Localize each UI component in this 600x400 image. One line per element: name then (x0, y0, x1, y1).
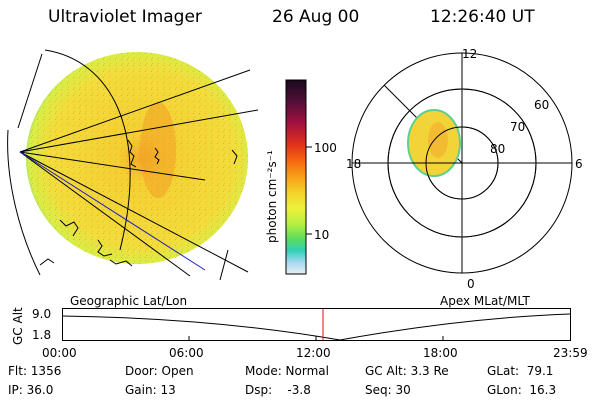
mlt-label-12: 12 (462, 47, 478, 61)
colorbar-unit-label: photon cm⁻²s⁻¹ (265, 150, 279, 243)
aurora-texture (26, 52, 248, 264)
status-glon: GLon: 16.3 (487, 383, 557, 397)
alt-ylabel: GC Alt (11, 307, 25, 345)
status-mode: Mode: Normal (245, 364, 329, 378)
coastlines (39, 139, 238, 267)
lat-label-70: 70 (510, 120, 526, 134)
track-line (19, 151, 206, 271)
status-flt: Flt: 1356 (8, 364, 62, 378)
status-ip: IP: 36.0 (8, 383, 54, 397)
colorbar-tick-100: 100 (314, 141, 337, 155)
mlt-label-6: 6 (575, 157, 583, 171)
alt-xtick-2359: 23:59 (553, 346, 588, 360)
color-scale-bar (285, 79, 312, 275)
lat-label-80: 80 (490, 142, 506, 156)
status-gcalt: GC Alt: 3.3 Re (365, 364, 449, 378)
polar-aurora-core (428, 122, 448, 158)
lat-label-60: 60 (534, 98, 550, 112)
geo-map-label: Geographic Lat/Lon (70, 294, 188, 308)
time-label: 12:26:40 UT (430, 7, 535, 27)
status-door: Door: Open (125, 364, 194, 378)
status-gain: Gain: 13 (125, 383, 176, 397)
status-dsp: Dsp: -3.8 (245, 383, 311, 397)
geographic-map (7, 49, 259, 281)
mlt-label-18: 18 (346, 157, 362, 171)
date-label: 26 Aug 00 (272, 7, 360, 27)
alt-xtick-0600: 06:00 (169, 346, 204, 360)
geo-grid-lines (7, 49, 259, 281)
altitude-plot (61, 308, 571, 341)
polar-plot (351, 52, 573, 274)
polar-rings-over (352, 53, 572, 273)
alt-ytick-low: 1.8 (32, 328, 52, 342)
mlt-label-0: 0 (467, 277, 475, 291)
alt-xtick-0000: 00:00 (42, 346, 77, 360)
alt-xtick-1800: 18:00 (423, 346, 458, 360)
altitude-curve (61, 313, 571, 341)
aurora-bright-spot (140, 102, 176, 198)
colorbar-tick-10: 10 (314, 228, 330, 242)
alt-xtick-1200: 12:00 (296, 346, 331, 360)
polar-map-label: Apex MLat/MLT (440, 294, 530, 308)
status-seq: Seq: 30 (365, 383, 411, 397)
alt-ytick-high: 9.0 (32, 307, 52, 321)
status-glat: GLat: 79.1 (487, 364, 554, 378)
instrument-title: Ultraviolet Imager (48, 7, 202, 27)
